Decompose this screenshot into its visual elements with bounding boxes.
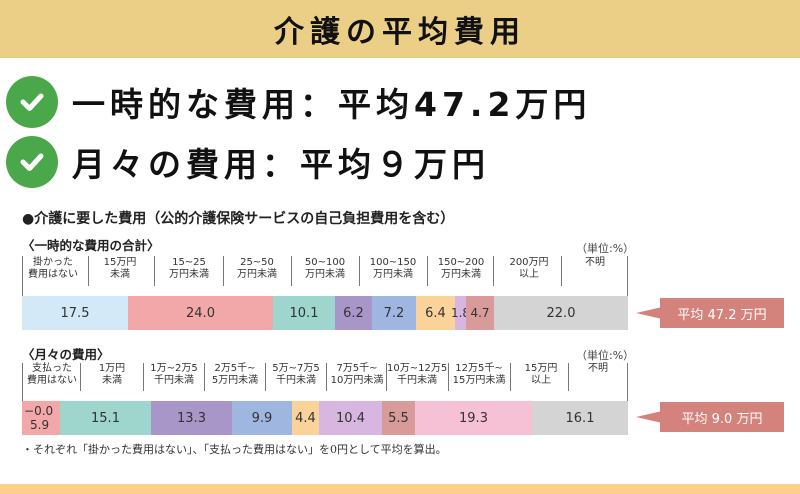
category-label: 15~25 万円未満	[169, 257, 209, 280]
leader-line	[204, 363, 205, 391]
category-label: 50~100 万円未満	[304, 257, 346, 280]
category-label: 支払った 費用はない	[27, 363, 77, 386]
chart1-subtitle: 〈一時的な費用の合計〉	[22, 238, 160, 253]
average-callout: 平均 47.2 万円	[660, 298, 784, 328]
leader-line	[291, 256, 292, 286]
page-title: 介護の平均費用	[274, 15, 526, 50]
leader-line	[627, 256, 628, 296]
chart2-unit: （単位:%）	[576, 349, 635, 362]
title-banner: 介護の平均費用	[0, 0, 800, 58]
leader-line	[448, 363, 449, 391]
highlight-text: 一時的な費用：平均47.2万円	[72, 85, 592, 124]
bar-segment: 6.4	[416, 296, 455, 330]
bar-segment: 5.5	[382, 401, 415, 435]
segment-value-under-1man: 5.9	[30, 418, 50, 432]
bar-segment: 4.4	[292, 401, 319, 435]
bar-segment: 1.8	[451, 296, 470, 330]
category-label: 150~200 万円未満	[437, 257, 485, 280]
leader-line	[223, 256, 224, 286]
category-label: 2万5千~ 5万円未満	[211, 363, 259, 386]
leader-line	[22, 363, 23, 401]
leader-line	[510, 363, 511, 391]
category-label: 掛かった 費用はない	[28, 257, 78, 280]
check-circle-icon	[6, 136, 58, 188]
highlight-monthly: 月々の費用：平均９万円	[6, 136, 490, 188]
leader-line	[359, 256, 360, 286]
bar-segment: 19.3	[415, 401, 532, 435]
chart1-unit: （単位:%）	[576, 242, 635, 255]
check-circle-icon	[6, 76, 58, 128]
leader-line	[265, 363, 266, 391]
bar-segment: 17.5	[22, 296, 128, 330]
bar-segment: 10.4	[319, 401, 382, 435]
category-label: 7万5千~ 10万円未満	[330, 363, 384, 386]
leader-line	[22, 256, 23, 296]
category-label: 5万~7万5 千円未満	[272, 363, 320, 386]
category-label: 15万円 未満	[103, 257, 137, 280]
chart2-stacked-bar: −0.0 5.9 15.1 13.3 9.9 4.4 10.4 5.5 19.3…	[22, 401, 628, 435]
category-label: 12万5千~ 15万円未満	[452, 363, 506, 386]
chart2-subtitle: 〈月々の費用〉	[22, 347, 110, 362]
leader-line	[386, 363, 387, 391]
leader-line	[627, 363, 628, 401]
category-label: 不明	[588, 363, 608, 374]
category-label: 200万円 以上	[509, 257, 549, 280]
bar-segment: 7.2	[372, 296, 416, 330]
bar-segment: 4.7	[466, 296, 494, 330]
callout-pointer	[636, 307, 662, 319]
category-label: 100~150 万円未満	[369, 257, 417, 280]
bar-segment: 22.0	[494, 296, 628, 330]
bar-segment: 9.9	[232, 401, 292, 435]
leader-line	[154, 256, 155, 286]
leader-line	[88, 256, 89, 286]
category-label: 1万~2万5 千円未満	[150, 363, 198, 386]
bar-segment: −0.0 5.9	[22, 401, 60, 435]
chart-title: ●介護に要した費用（公的介護保険サービスの自己負担費用を含む）	[22, 211, 455, 227]
bar-segment: 15.1	[60, 401, 151, 435]
footnote: ・それぞれ「掛かった費用はない」、「支払った費用はない」を0円として平均を算出。	[22, 443, 447, 456]
average-callout: 平均 9.0 万円	[660, 402, 784, 432]
bar-segment: 6.2	[335, 296, 372, 330]
category-label: 不明	[585, 257, 605, 268]
leader-line	[326, 363, 327, 391]
highlight-one-time: 一時的な費用：平均47.2万円	[6, 76, 591, 128]
leader-line	[493, 256, 494, 286]
callout-pointer	[636, 411, 662, 423]
bar-segment: 10.1	[273, 296, 335, 330]
leader-line	[561, 256, 562, 286]
leader-line	[568, 363, 569, 391]
footer-bar	[0, 484, 800, 494]
bar-segment: 13.3	[151, 401, 232, 435]
bar-segment: 16.1	[532, 401, 628, 435]
category-label: 25~50 万円未満	[237, 257, 277, 280]
highlight-text: 月々の費用：平均９万円	[72, 145, 490, 184]
bar-segment: 24.0	[128, 296, 273, 330]
segment-value-none: −0.0	[24, 404, 54, 418]
category-label: 10万~12万5 千円未満	[387, 363, 448, 386]
leader-line	[427, 256, 428, 286]
leader-line	[143, 363, 144, 391]
chart1-stacked-bar: 17.5 24.0 10.1 6.2 7.2 6.4 1.8 4.7 22.0	[22, 296, 628, 330]
leader-line	[80, 363, 81, 391]
category-label: 15万円 以上	[524, 363, 558, 386]
category-label: 1万円 未満	[98, 363, 126, 386]
